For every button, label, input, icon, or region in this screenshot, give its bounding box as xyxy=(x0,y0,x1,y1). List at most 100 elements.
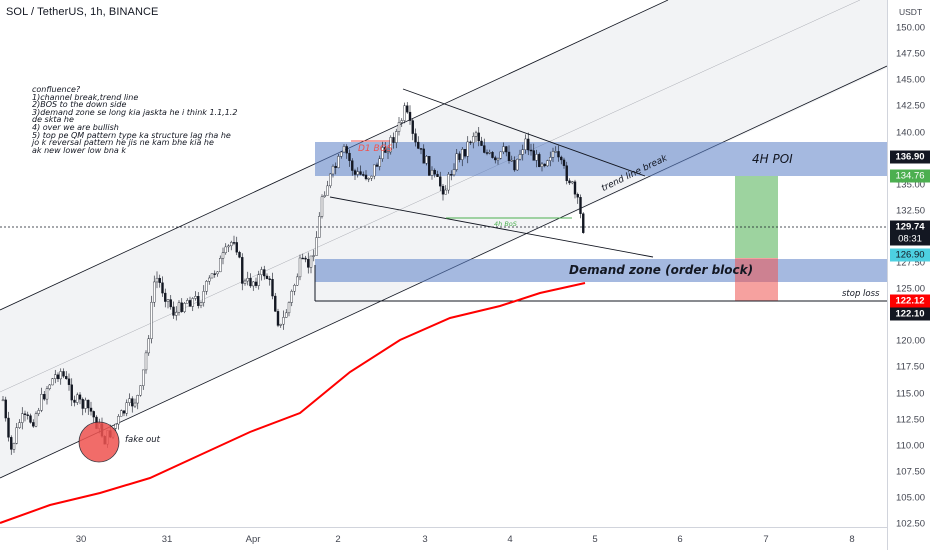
fake-out-label: fake out xyxy=(125,435,160,445)
candle-body xyxy=(562,159,566,166)
candle-body xyxy=(364,174,368,180)
candle-body xyxy=(403,105,406,121)
candle-body xyxy=(428,156,431,176)
candle-body xyxy=(37,410,40,414)
candle-body xyxy=(67,378,71,385)
candle-body xyxy=(131,398,134,407)
candle-body xyxy=(549,157,552,161)
price-tick-label: 107.50 xyxy=(896,466,926,478)
candle-body xyxy=(293,285,296,292)
candle-body xyxy=(307,259,310,268)
price-tick-label: 145.00 xyxy=(896,74,926,86)
candle-body xyxy=(381,147,384,159)
candle-body xyxy=(480,140,483,146)
candle-body xyxy=(230,242,233,247)
candle-body xyxy=(301,257,304,260)
candle-body xyxy=(139,385,142,396)
candle-body xyxy=(274,295,277,312)
candle-body xyxy=(529,149,533,152)
symbol-title[interactable]: SOL / TetherUS, 1h, BINANCE xyxy=(6,6,159,18)
price-axis[interactable] xyxy=(887,0,932,550)
ma-price-label: 122.12 xyxy=(890,294,930,308)
candle-body xyxy=(172,306,175,316)
time-axis[interactable] xyxy=(0,527,887,551)
demand-top-price-label: 126.90 xyxy=(890,248,930,262)
time-tick-label: 31 xyxy=(161,534,173,545)
candle-body xyxy=(505,146,508,153)
candle-body xyxy=(191,298,194,307)
candle-body xyxy=(59,371,62,380)
candle-body xyxy=(557,151,560,158)
candle-body xyxy=(62,371,65,377)
time-tick-label: 8 xyxy=(849,534,855,545)
candle-body xyxy=(496,158,500,161)
stop-loss-price-label: 122.10 xyxy=(890,307,930,321)
candle-body xyxy=(315,237,318,256)
time-tick-label: Apr xyxy=(245,534,261,545)
candle-body xyxy=(15,427,18,444)
channel-mid-line xyxy=(0,0,861,393)
candle-body xyxy=(425,156,428,164)
candle-body xyxy=(219,258,222,273)
candle-body xyxy=(422,148,425,164)
candle-body xyxy=(199,302,203,306)
candle-body xyxy=(122,410,126,414)
candle-body xyxy=(10,437,13,450)
confluence-notes: confluence? 1)channel break,trend line 2… xyxy=(32,85,238,155)
candle-body xyxy=(304,257,307,260)
candle-body xyxy=(406,105,409,113)
candle-body xyxy=(56,374,60,380)
candle-body xyxy=(513,159,516,171)
candle-body xyxy=(78,394,82,400)
candle-body xyxy=(392,137,395,143)
candle-body xyxy=(21,413,24,423)
candle-body xyxy=(455,153,458,170)
candle-body xyxy=(208,277,211,282)
candle-body xyxy=(235,242,238,253)
candle-body xyxy=(232,242,236,244)
candle-body xyxy=(147,338,150,354)
candle-body xyxy=(26,414,29,416)
candle-body xyxy=(400,120,403,123)
price-tick-label: 132.50 xyxy=(896,205,926,217)
price-chart[interactable] xyxy=(0,0,887,527)
candle-body xyxy=(389,137,392,153)
candle-body xyxy=(158,277,161,283)
candle-body xyxy=(1,399,5,402)
chart-area[interactable]: SOL / TetherUS, 1h, BINANCE confluence? … xyxy=(0,0,887,527)
candle-body xyxy=(367,177,370,180)
candle-body xyxy=(23,413,27,415)
candle-body xyxy=(546,160,549,167)
candle-body xyxy=(287,302,291,314)
candle-body xyxy=(375,164,379,167)
candle-body xyxy=(334,165,337,168)
candle-body xyxy=(186,300,189,304)
price-tick-label: 115.00 xyxy=(896,388,925,399)
candle-body xyxy=(516,158,519,171)
candle-body xyxy=(452,169,456,176)
candle-body xyxy=(257,274,260,286)
candle-body xyxy=(216,271,219,275)
candle-body xyxy=(331,165,335,175)
moving-average-line xyxy=(0,282,586,524)
candle-body xyxy=(290,290,293,303)
time-tick-label: 6 xyxy=(677,534,683,545)
candle-body xyxy=(447,174,450,191)
candle-body xyxy=(260,269,263,275)
poi-bottom-price-label: 134.76 xyxy=(890,169,930,183)
candle-body xyxy=(279,323,282,326)
candle-body xyxy=(18,422,21,428)
candle-body xyxy=(54,374,57,379)
candle-body xyxy=(125,402,128,414)
candle-body xyxy=(499,151,502,159)
candle-body xyxy=(444,189,447,195)
candle-body xyxy=(246,278,249,282)
candle-body xyxy=(417,141,420,149)
candle-body xyxy=(210,273,214,279)
candle-body xyxy=(70,384,73,401)
candle-body xyxy=(169,299,172,308)
wedge-lower-line xyxy=(329,196,654,258)
candle-body xyxy=(494,157,497,161)
candle-body xyxy=(370,175,373,179)
candle-body xyxy=(144,352,148,371)
